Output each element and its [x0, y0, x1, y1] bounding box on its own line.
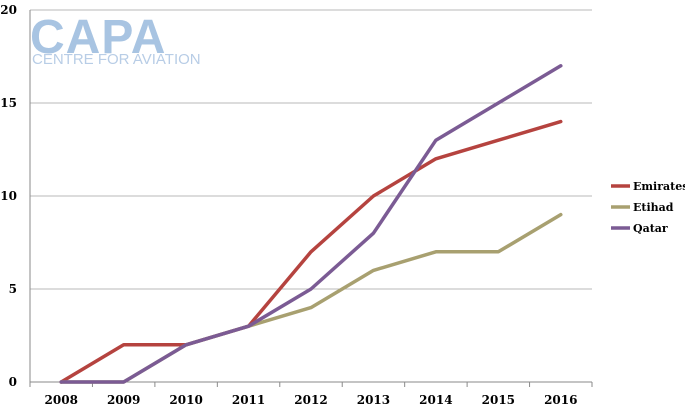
y-tick-label: 20: [0, 3, 17, 17]
x-tick-label: 2015: [482, 393, 515, 407]
x-tick-label: 2012: [294, 393, 327, 407]
x-tick-label: 2013: [357, 393, 390, 407]
legend: Emirates Etihad Qatar: [611, 180, 685, 235]
y-tick-label: 0: [9, 375, 17, 389]
series-line-etihad: [59, 212, 563, 384]
x-tick-label: 2014: [419, 393, 452, 407]
x-tick-label: 2008: [45, 393, 78, 407]
x-tick-label: 2016: [544, 393, 577, 407]
y-axis-tick-labels: 0 5 10 15 20: [0, 3, 17, 389]
x-axis-tick-labels: 2008 2009 2010 2011 2012 2013 2014 2015 2016: [45, 393, 578, 407]
x-tick-label: 2011: [232, 393, 265, 407]
y-tick-label: 15: [0, 96, 17, 110]
x-tick-label: 2009: [107, 393, 140, 407]
capa-watermark-logo: CAPA CENTRE FOR AVIATION: [30, 11, 201, 68]
watermark-tagline: CENTRE FOR AVIATION: [32, 51, 201, 68]
series-lines: [59, 64, 563, 384]
x-tick-label: 2010: [169, 393, 202, 407]
series-line-emirates: [59, 119, 563, 384]
y-tick-label: 5: [9, 282, 17, 296]
series-line-qatar: [59, 64, 563, 384]
y-tick-label: 10: [0, 189, 17, 203]
legend-label: Emirates: [633, 180, 685, 193]
watermark-brand: CAPA: [30, 11, 166, 64]
legend-label: Etihad: [633, 201, 674, 214]
legend-label: Qatar: [633, 222, 668, 235]
